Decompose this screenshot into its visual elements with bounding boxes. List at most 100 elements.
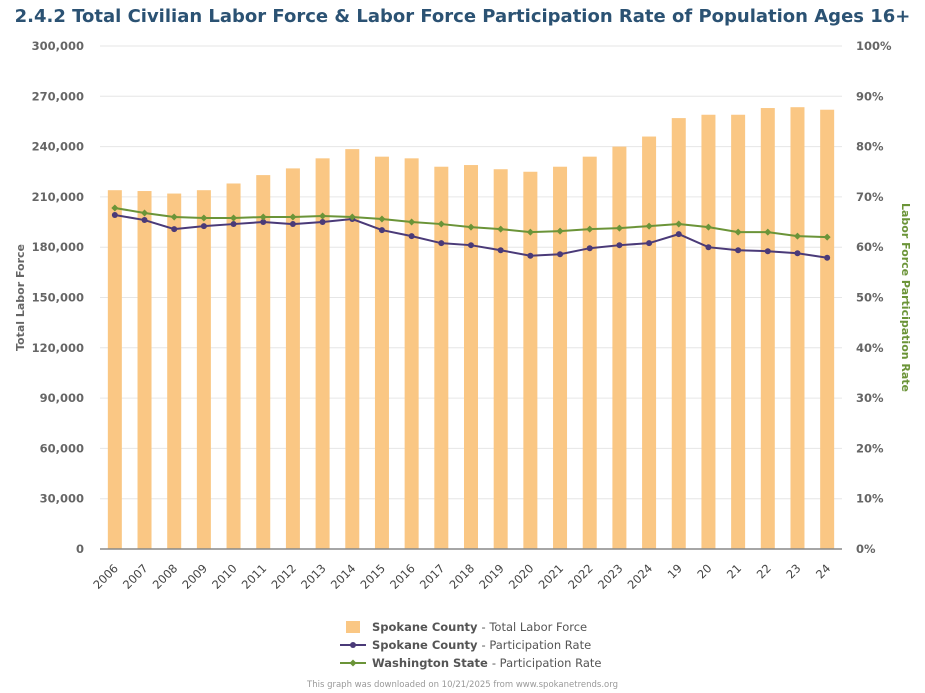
y-tick-label: 300,000 — [32, 39, 84, 53]
y-tick-label: 210,000 — [32, 190, 84, 204]
data-point — [378, 227, 385, 234]
data-point — [823, 233, 831, 241]
x-tick-label: 2010 — [209, 561, 240, 592]
y-right-tick-label: 50% — [856, 291, 884, 305]
bar — [612, 146, 627, 549]
bar — [582, 156, 597, 549]
data-point — [259, 213, 267, 221]
data-point — [260, 219, 267, 226]
bar — [493, 169, 508, 550]
data-point — [467, 223, 475, 231]
bar — [374, 156, 389, 549]
data-point — [527, 252, 534, 259]
bar — [464, 165, 478, 549]
x-tick-label: 2006 — [90, 561, 121, 592]
data-point — [793, 232, 801, 240]
data-point — [378, 215, 386, 223]
x-tick-label: 2024 — [625, 561, 656, 592]
legend-item-bar[interactable]: Spokane County - Total Labor Force — [340, 618, 601, 636]
x-tick-label: 2007 — [120, 561, 151, 592]
data-point — [824, 254, 831, 261]
data-point — [200, 214, 208, 222]
bar — [553, 166, 568, 549]
data-point — [141, 209, 149, 217]
data-point — [616, 242, 623, 249]
x-tick-label: 2022 — [565, 561, 596, 592]
y-tick-label: 270,000 — [32, 89, 84, 103]
data-point — [200, 223, 207, 230]
bar — [256, 175, 271, 549]
bar — [731, 114, 746, 549]
data-point — [171, 226, 178, 233]
x-tick-label: 20 — [694, 561, 714, 581]
legend-series-suffix: - Participation Rate — [491, 656, 602, 670]
y-right-tick-label: 20% — [856, 441, 884, 455]
data-point — [497, 225, 505, 233]
y-tick-label: 0 — [76, 542, 84, 556]
legend: Spokane County - Total Labor Force Spoka… — [340, 618, 601, 672]
y-tick-label: 60,000 — [40, 441, 84, 455]
legend-series-name: Washington State — [372, 656, 488, 670]
x-tick-label: 2023 — [595, 561, 626, 592]
legend-series-suffix: - Total Labor Force — [481, 620, 588, 634]
data-point — [557, 251, 564, 258]
y-tick-label: 120,000 — [32, 341, 84, 355]
data-point — [111, 212, 118, 219]
data-point — [230, 221, 237, 228]
x-tick-label: 2019 — [476, 561, 507, 592]
y-right-tick-label: 80% — [856, 140, 884, 154]
x-tick-label: 23 — [783, 561, 803, 581]
y-right-tick-label: 0% — [856, 542, 876, 556]
data-point — [764, 228, 772, 236]
y-tick-label: 240,000 — [32, 140, 84, 154]
y-right-axis-title: Labor Force Participation Rate — [899, 203, 912, 392]
x-tick-label: 2021 — [536, 561, 567, 592]
y-tick-label: 180,000 — [32, 240, 84, 254]
data-point — [141, 217, 148, 224]
bar — [820, 109, 835, 550]
x-tick-label: 2008 — [150, 561, 181, 592]
legend-item-wa-rate[interactable]: Washington State - Participation Rate — [340, 654, 601, 672]
bar — [642, 136, 657, 550]
data-point — [675, 231, 682, 238]
x-tick-label: 2020 — [506, 561, 537, 592]
data-point — [556, 227, 564, 235]
legend-series-name: Spokane County — [372, 638, 478, 652]
y-axis-title: Total Labor Force — [14, 244, 27, 351]
bar — [404, 158, 419, 549]
legend-bar-swatch — [346, 621, 360, 633]
bar — [196, 190, 211, 549]
y-tick-label: 150,000 — [32, 291, 84, 305]
bar — [345, 149, 360, 550]
data-point — [675, 220, 683, 228]
x-tick-label: 21 — [724, 561, 744, 581]
x-tick-label: 2018 — [447, 561, 478, 592]
data-point — [764, 248, 771, 255]
data-point — [705, 244, 712, 251]
bar — [523, 171, 538, 549]
data-point — [704, 223, 712, 231]
x-tick-label: 2014 — [328, 561, 359, 592]
chart-svg: 0 30,000 60,000 90,000 120,000 150,000 180,000… — [14, 39, 912, 592]
y-right-tick-label: 90% — [856, 89, 884, 103]
y-right-tick-label: 70% — [856, 190, 884, 204]
data-point — [497, 247, 504, 254]
legend-series-name: Spokane County — [372, 620, 478, 634]
data-point — [437, 220, 445, 228]
data-point — [408, 233, 415, 240]
data-point — [438, 240, 445, 247]
data-point — [586, 225, 594, 233]
bar — [167, 193, 182, 549]
legend-line-swatch — [340, 642, 366, 648]
x-tick-label: 19 — [665, 561, 685, 581]
data-point — [408, 218, 416, 226]
data-point — [348, 213, 356, 221]
data-point — [645, 222, 653, 230]
data-point — [468, 242, 474, 249]
legend-item-spokane-rate[interactable]: Spokane County - Participation Rate — [340, 636, 601, 654]
bar — [226, 183, 241, 549]
legend-line-swatch — [340, 659, 366, 667]
data-point — [319, 212, 327, 220]
y-right-tick-label: 10% — [856, 492, 884, 506]
